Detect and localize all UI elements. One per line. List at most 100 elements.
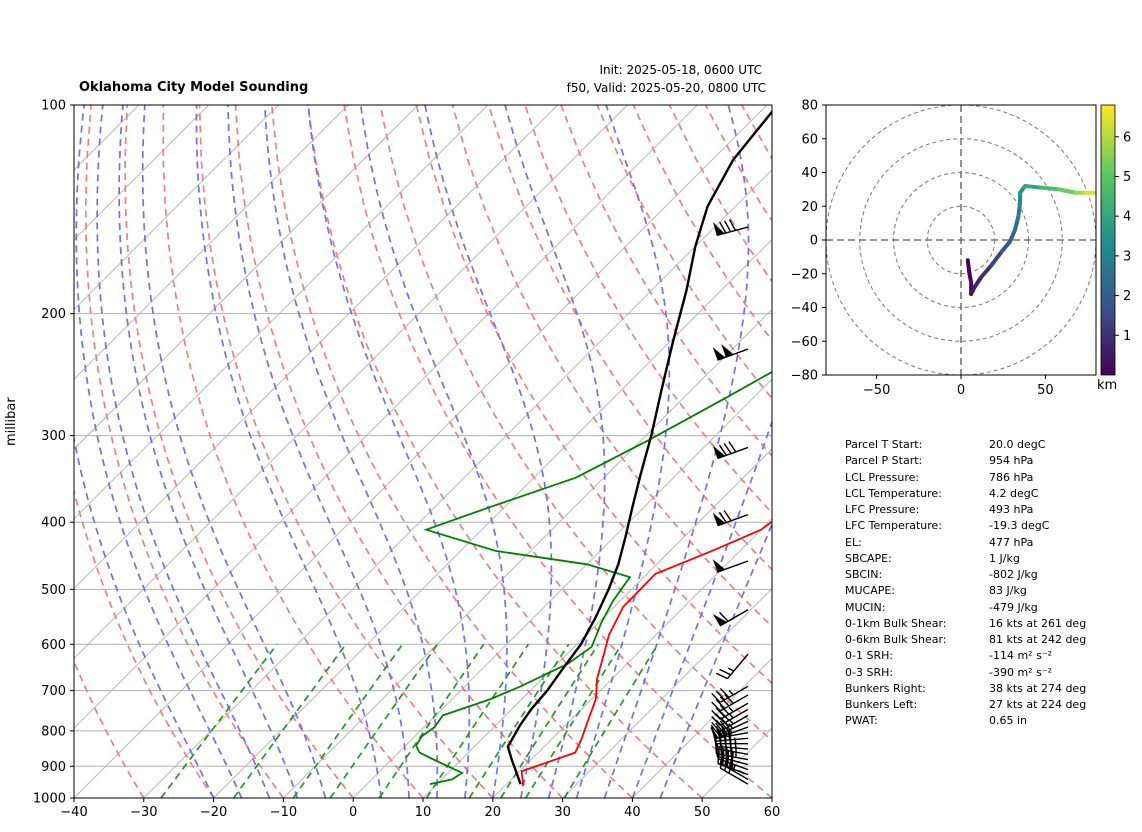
x-tick-label: 50 [694, 805, 711, 820]
init-time: Init: 2025-05-18, 0600 UTC [599, 63, 762, 77]
isotherm [74, 105, 558, 590]
x-tick-label: 30 [554, 805, 571, 820]
temperature-profile [520, 520, 772, 786]
moist-adiabat [575, 105, 671, 798]
param-value: 0.65 in [989, 714, 1028, 728]
moist-adiabat [75, 105, 243, 798]
hodograph-y-tick-label: 80 [801, 99, 818, 114]
param-label: Parcel P Start: [845, 454, 923, 468]
mixing-ratio-line [160, 643, 278, 798]
isotherm [74, 105, 279, 311]
hodograph-segment [1056, 187, 1078, 195]
colorbar-label: km [1097, 378, 1117, 393]
hodograph-y-tick-label: 0 [810, 234, 818, 249]
valid-time: f50, Valid: 2025-05-20, 0800 UTC [566, 81, 766, 95]
param-label: 0-1km Bulk Shear: [845, 616, 947, 630]
param-value: 493 hPa [989, 503, 1034, 516]
param-value: 20.0 degC [989, 438, 1046, 451]
dry-adiabat [451, 105, 772, 628]
param-value: -802 J/kg [989, 568, 1038, 581]
mixing-ratio-line [563, 643, 659, 798]
dry-adiabat [379, 105, 772, 742]
colorbar-tick-label: 4 [1123, 210, 1131, 225]
param-value: 477 hPa [989, 535, 1034, 549]
dry-adiabat [198, 105, 494, 798]
x-tick-label: 60 [764, 805, 781, 820]
hodograph-segment [1013, 214, 1021, 232]
param-label: LCL Pressure: [845, 470, 920, 484]
moist-adiabat [631, 419, 772, 798]
mixing-ratio-line [525, 643, 623, 798]
skewt-profiles [415, 109, 772, 786]
param-value: 786 hPa [989, 470, 1034, 484]
hodograph-y-tick-label: −60 [791, 335, 818, 350]
y-tick-label: 100 [41, 99, 66, 114]
isotherm [74, 105, 698, 729]
param-label: Bunkers Left: [845, 698, 918, 711]
param-value: -479 J/kg [989, 600, 1038, 614]
param-label: 0-6km Bulk Shear: [845, 633, 947, 646]
mixing-ratio-line [232, 643, 347, 798]
x-tick-label: 40 [624, 805, 641, 820]
param-label: LFC Pressure: [845, 503, 920, 516]
x-tick-label: −30 [130, 805, 157, 820]
colorbar-tick-label: 5 [1123, 170, 1131, 185]
param-label: LCL Temperature: [845, 486, 942, 500]
moist-adiabat [603, 105, 750, 798]
parcel-profile [506, 109, 772, 785]
hodograph-segment [1040, 185, 1061, 192]
dry-adiabat [343, 105, 772, 798]
mixing-ratio-line [468, 643, 570, 798]
y-tick-label: 500 [41, 583, 66, 598]
moist-adiabat [424, 105, 553, 798]
wind-barb [711, 694, 749, 712]
wind-barb [713, 219, 749, 236]
isotherm [352, 378, 772, 798]
mixing-ratio-line [425, 643, 530, 798]
isotherm [74, 105, 489, 520]
param-label: MUCAPE: [845, 584, 896, 598]
param-label: 0-3 SRH: [845, 665, 894, 679]
hodograph-segment [972, 275, 984, 290]
dry-adiabat [307, 105, 703, 798]
wind-barb [712, 441, 749, 460]
colorbar-tick-label: 3 [1123, 249, 1131, 264]
isotherm [562, 587, 772, 798]
moist-adiabat [307, 105, 471, 798]
skewt-axes: −40 −30 −20 −10 0 10 20 30 40 50 60 100 200 300 400 500… [33, 99, 780, 821]
isotherm [74, 105, 349, 380]
dry-adiabat [560, 105, 772, 458]
dry-adiabat [162, 105, 424, 798]
wind-barbs [710, 219, 749, 785]
isotherm [74, 105, 768, 798]
hodograph-x-tick-label: −50 [863, 383, 890, 398]
hodograph-y-tick-label: 60 [801, 132, 818, 147]
param-value: 16 kts at 261 deg [989, 616, 1087, 630]
hodograph-y-tick-label: 40 [801, 166, 818, 181]
hodograph-trace [965, 184, 1096, 296]
colorbar-tick-label: 2 [1123, 289, 1131, 304]
wind-barb [712, 609, 749, 627]
wind-barb [711, 685, 749, 703]
moist-adiabat [504, 105, 606, 798]
dry-adiabat [270, 105, 633, 798]
param-value: -19.3 degC [989, 519, 1050, 533]
isotherm [283, 308, 772, 798]
x-tick-label: 10 [415, 805, 432, 820]
moist-adiabat [96, 105, 271, 798]
dry-adiabat [487, 105, 772, 571]
hodograph-segment [979, 263, 994, 280]
hodograph-segment [989, 249, 1004, 268]
isotherm [422, 448, 772, 798]
isotherm [74, 105, 140, 171]
param-value: 27 kts at 224 deg [989, 698, 1087, 711]
wind-barb [711, 708, 749, 727]
moist-adiabat [359, 105, 508, 798]
isotherm [771, 797, 772, 798]
wind-barb [716, 653, 749, 680]
dewpoint-profile [415, 370, 772, 785]
x-tick-label: 20 [485, 805, 502, 820]
param-value: 81 kts at 242 deg [989, 633, 1087, 646]
y-tick-label: 800 [41, 724, 66, 739]
